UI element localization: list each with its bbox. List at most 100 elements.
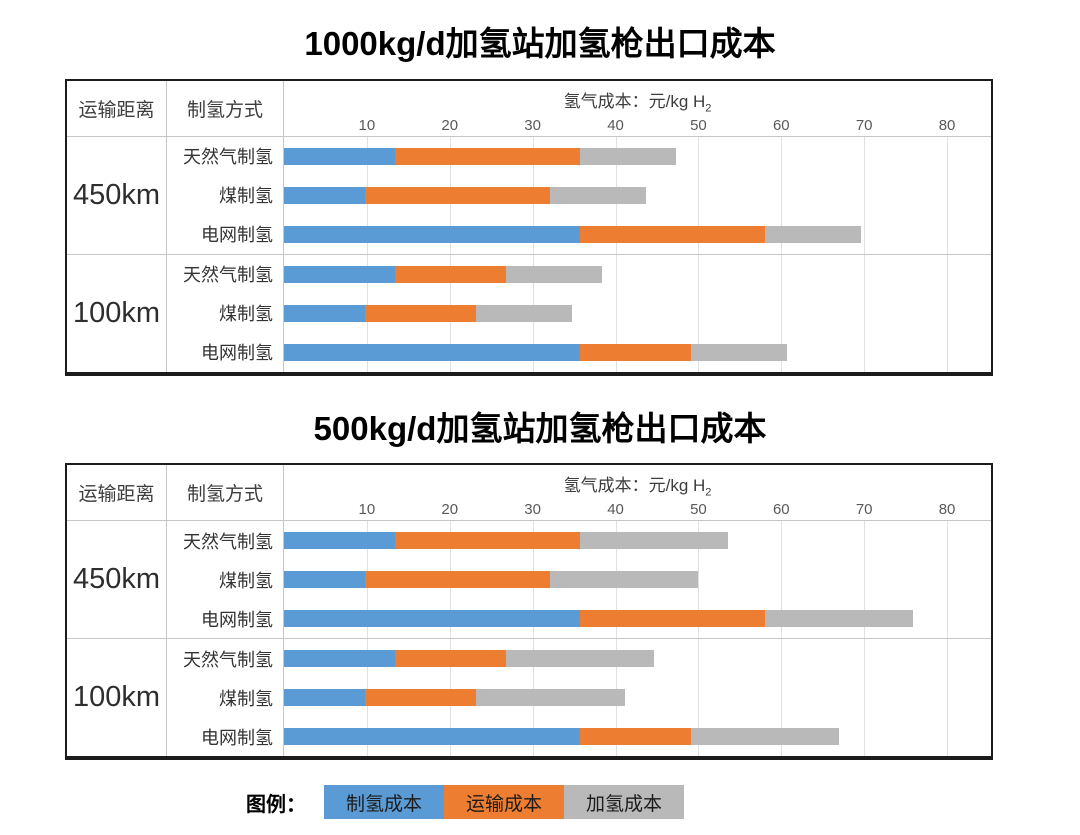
axis-tick-label: 40 [607,116,624,134]
axis-title-text: 氢气成本：元/kg H [563,476,706,496]
cost-table-panel: 运输距离 制氢方式 氢气成本：元/kg H2 10 20 30 40 50 60 70 80 … [65,78,993,376]
production-cost-segment [284,225,580,243]
method-label: 电网制氢 [167,332,284,372]
gridline [781,293,783,333]
gridline [864,214,866,254]
transport-cost-segment [579,225,765,243]
stacked-bar [284,304,991,322]
gridline [698,175,700,215]
gridline [781,175,783,215]
gridline [698,136,700,176]
gridline [947,136,949,176]
table-row: 煤制氢 [167,560,991,600]
stacked-bar [284,265,991,283]
production-cost-segment [284,610,580,628]
gridline [947,599,949,639]
distance-column-header: 运输距离 [67,465,167,521]
bar-groups: 450km 天然气制氢 煤制氢 电网制氢 [67,136,991,372]
stacked-bar [284,225,991,243]
chart-title: 500kg/d加氢站加氢枪出口成本 [313,409,767,447]
refueling-cost-segment [764,610,914,628]
method-label: 天然气制氢 [167,521,284,561]
bar-groups: 450km 天然气制氢 煤制氢 电网制氢 [67,521,991,757]
gridline [864,293,866,333]
bar-cell [284,175,991,215]
distance-label: 100km [67,254,167,372]
production-cost-segment [284,304,366,322]
table-row: 煤制氢 [167,678,991,718]
gridline [947,332,949,372]
axis-header: 氢气成本：元/kg H2 10 20 30 40 50 60 70 80 [284,81,991,136]
gridline [781,678,783,718]
gridline [698,254,700,294]
refueling-cost-segment [550,186,647,204]
transport-cost-segment [395,650,507,668]
production-cost-segment [284,571,366,589]
distance-label: 450km [67,136,167,254]
production-cost-segment [284,532,396,550]
gridline [864,254,866,294]
axis-tick-label: 80 [938,501,956,519]
axis-tick-label: 30 [524,501,541,519]
stacked-bar [284,571,991,589]
table-row: 天然气制氢 [167,639,991,679]
table-row: 电网制氢 [167,332,991,372]
axis-title-subscript: 2 [705,101,712,114]
group-rows: 天然气制氢 煤制氢 电网制氢 [167,521,991,639]
bar-cell [284,521,991,561]
stacked-bar [284,147,991,165]
refueling-cost-segment [764,225,861,243]
gridline [781,136,783,176]
axis-tick-label: 40 [607,501,624,519]
legend-chip-row: 制氢成本 运输成本 加氢成本 [324,785,684,820]
legend-prefix: 图例： [246,793,306,816]
production-cost-segment [284,650,396,668]
gridline [698,678,700,718]
bar-cell [284,136,991,176]
transport-cost-segment [365,304,477,322]
gridline [781,254,783,294]
transport-cost-segment [579,343,691,361]
table-row: 煤制氢 [167,293,991,333]
transport-cost-segment [579,728,691,746]
method-label: 电网制氢 [167,717,284,757]
legend-item: 制氢成本 [324,785,444,820]
distance-group: 100km 天然气制氢 煤制氢 电网制氢 [67,638,991,757]
method-label: 电网制氢 [167,214,284,254]
transport-cost-segment [579,610,765,628]
axis-header: 氢气成本：元/kg H2 10 20 30 40 50 60 70 80 [284,465,991,520]
gridline [947,639,949,679]
gridline [947,293,949,333]
table-header-row: 运输距离 制氢方式 氢气成本：元/kg H2 10 20 30 40 50 60 70 80 [67,465,991,522]
gridline [864,560,866,600]
axis-title-text: 氢气成本：元/kg H [563,91,706,111]
stacked-bar [284,343,991,361]
distance-label: 450km [67,521,167,639]
axis-tick-row: 10 20 30 40 50 60 70 80 [284,500,991,518]
distance-group: 450km 天然气制氢 煤制氢 电网制氢 [67,136,991,254]
refueling-cost-segment [579,532,729,550]
method-column-header: 制氢方式 [167,465,284,521]
refueling-cost-segment [506,650,655,668]
stacked-bar [284,650,991,668]
table-header-row: 运输距离 制氢方式 氢气成本：元/kg H2 10 20 30 40 50 60 70 80 [67,80,991,137]
production-cost-segment [284,265,396,283]
bar-cell [284,560,991,600]
transport-cost-segment [365,571,551,589]
gridline [698,293,700,333]
axis-tick-label: 70 [855,116,873,134]
bar-cell [284,717,991,757]
production-cost-segment [284,186,366,204]
group-rows: 天然气制氢 煤制氢 电网制氢 [167,136,991,254]
axis-tick-label: 50 [690,116,707,134]
production-cost-segment [284,343,580,361]
axis-title: 氢气成本：元/kg H2 [284,465,991,498]
refueling-cost-segment [550,571,699,589]
refueling-cost-segment [476,689,625,707]
legend-item: 运输成本 [444,785,564,820]
axis-title: 氢气成本：元/kg H2 [284,81,991,114]
axis-tick-label: 20 [441,116,459,134]
table-row: 电网制氢 [167,599,991,639]
distance-label: 100km [67,639,167,757]
legend-item: 加氢成本 [564,785,684,820]
